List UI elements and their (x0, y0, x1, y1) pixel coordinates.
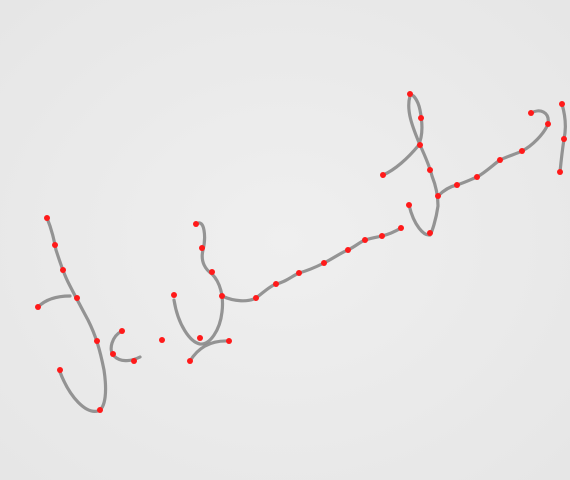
keypoints (35, 91, 567, 413)
keypoint (219, 293, 225, 299)
keypoint (380, 172, 386, 178)
keypoint (559, 101, 565, 107)
keypoint (171, 292, 177, 298)
keypoint (209, 269, 215, 275)
keypoint (74, 295, 80, 301)
stroke-s-lower (188, 339, 231, 363)
keypoint (454, 182, 460, 188)
keypoint (321, 260, 327, 266)
keypoint (110, 351, 116, 357)
keypoint (345, 247, 351, 253)
keypoint (427, 230, 433, 236)
keypoint (474, 174, 480, 180)
keypoint (44, 215, 50, 221)
keypoint (193, 221, 199, 227)
keypoint (52, 242, 58, 248)
keypoint (407, 91, 413, 97)
keypoint (57, 367, 63, 373)
keypoint (60, 267, 66, 273)
keypoint (427, 167, 433, 173)
keypoint (199, 245, 205, 251)
keypoint (253, 295, 259, 301)
keypoint (398, 225, 404, 231)
keypoint (226, 338, 232, 344)
keypoint (159, 337, 165, 343)
keypoint (519, 148, 525, 154)
keypoint (406, 202, 412, 208)
keypoint (362, 237, 368, 243)
keypoint (545, 121, 551, 127)
keypoint (497, 157, 503, 163)
keypoint (296, 270, 302, 276)
keypoint (131, 358, 137, 364)
keypoint (187, 358, 193, 364)
keypoint (273, 281, 279, 287)
keypoint (561, 136, 567, 142)
keypoint (528, 110, 534, 116)
keypoint (435, 193, 441, 199)
keypoint (418, 115, 424, 121)
keypoint (557, 169, 563, 175)
keypoint (197, 335, 203, 341)
keypoint (35, 304, 41, 310)
keypoint (94, 338, 100, 344)
keypoint (97, 407, 103, 413)
keypoint (417, 142, 423, 148)
keypoint (379, 233, 385, 239)
keypoint (119, 328, 125, 334)
